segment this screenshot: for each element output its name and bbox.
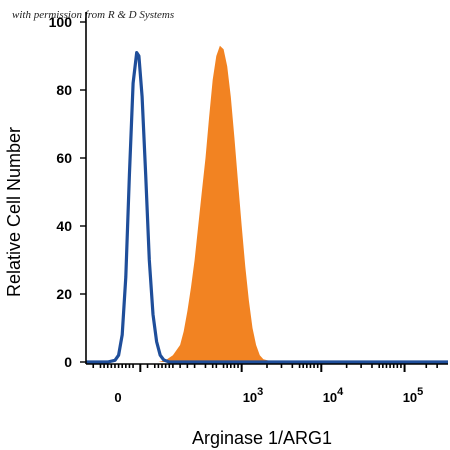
y-tick-label-1: 20 [56,286,72,302]
x-tick-label-0: 0 [114,390,121,405]
y-tick-label-4: 80 [56,82,72,98]
x-tick-label-3: 105 [403,386,424,405]
outline-histogram-series-1 [86,51,448,364]
y-tick-label-0: 0 [64,354,72,370]
series-layer [86,45,448,364]
y-tick-label-5: 100 [49,14,73,30]
x-axis-title: Arginase 1/ARG1 [192,428,332,448]
x-tick-label-1: 103 [243,386,264,405]
y-tick-label-3: 60 [56,150,72,166]
x-tick-label-2: 104 [323,386,344,405]
watermark-text: with permission from R & D Systems [12,9,175,21]
y-axis-title: Relative Cell Number [4,127,24,297]
tick-layer [80,21,438,372]
y-tick-label-2: 40 [56,218,72,234]
label-layer: 0 20 40 60 80 100 0 103 104 105 Arginase 1/ARG1 Rel… [4,14,423,448]
